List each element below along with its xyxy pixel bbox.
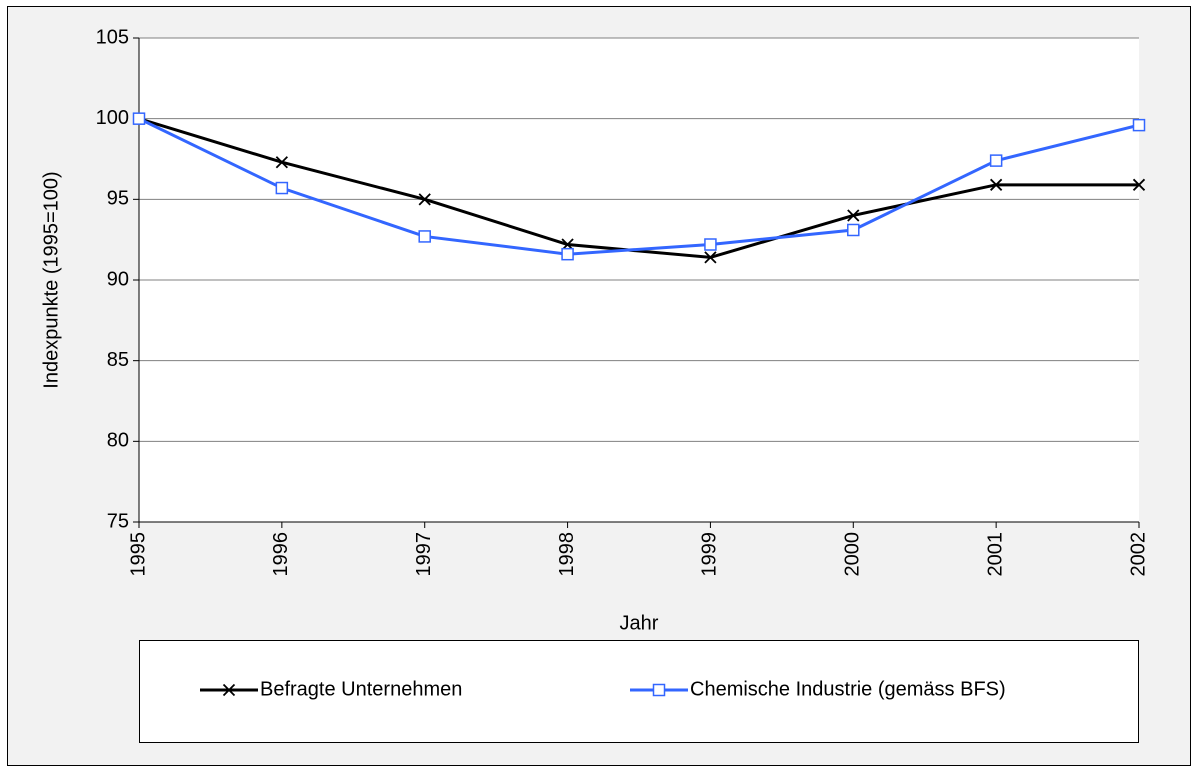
x-tick-label: 1999 — [699, 532, 721, 577]
y-tick-label: 100 — [96, 107, 129, 129]
marker — [1132, 118, 1146, 132]
marker — [418, 230, 431, 243]
y-tick-label: 80 — [107, 430, 129, 452]
marker — [275, 181, 289, 195]
marker — [989, 154, 1003, 167]
y-tick-label: 90 — [107, 268, 129, 290]
x-tick-label: 1998 — [556, 532, 578, 577]
marker — [275, 156, 288, 169]
marker — [652, 683, 666, 697]
legend-label: Chemische Industrie (gemäss BFS) — [690, 678, 1006, 700]
marker — [1132, 178, 1146, 191]
marker — [222, 683, 236, 697]
marker — [847, 223, 860, 237]
x-tick-label: 2000 — [842, 532, 864, 577]
x-tick-label: 1996 — [270, 532, 292, 577]
marker — [418, 193, 431, 206]
marker — [704, 238, 717, 251]
marker — [561, 247, 574, 261]
y-tick-label: 85 — [107, 349, 129, 371]
marker — [990, 178, 1003, 191]
y-tick-label: 75 — [107, 510, 129, 532]
series-line — [138, 117, 1140, 256]
x-tick-label: 2001 — [984, 532, 1006, 577]
x-tick-label: 2002 — [1127, 532, 1149, 577]
marker — [132, 112, 146, 125]
y-tick-label: 105 — [96, 26, 129, 48]
legend-label: Befragte Unternehmen — [260, 678, 462, 700]
y-tick-label: 95 — [107, 188, 129, 210]
x-tick-label: 1997 — [413, 532, 435, 577]
marker — [704, 251, 717, 264]
marker — [847, 209, 860, 222]
series-line — [138, 117, 1139, 259]
x-tick-label: 1995 — [127, 532, 149, 577]
x-axis-title: Jahr — [620, 612, 659, 634]
y-axis-title: Indexpunkte (1995=100) — [40, 171, 62, 388]
